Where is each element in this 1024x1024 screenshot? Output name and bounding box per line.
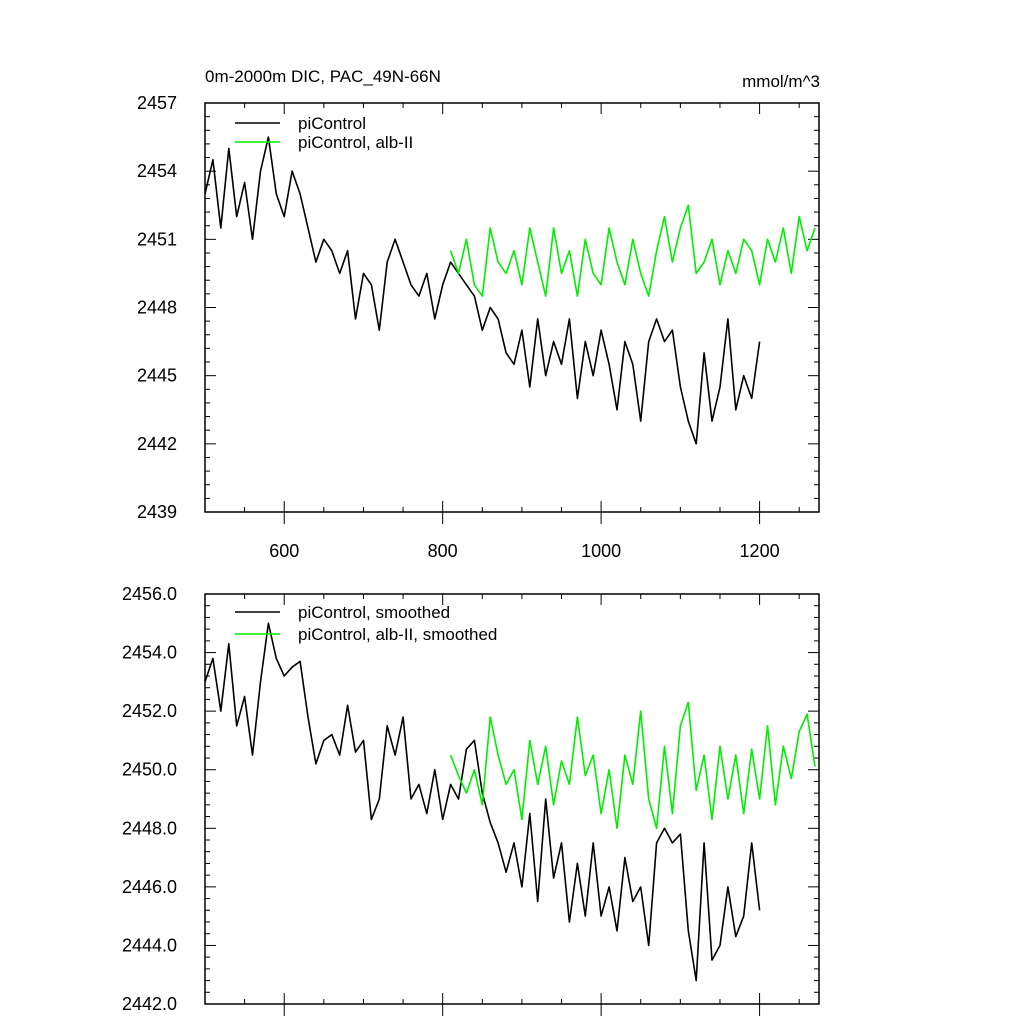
y-tick-label: 2445: [137, 366, 177, 386]
legend-label-picontrol-smoothed: piControl, smoothed: [298, 603, 450, 622]
y-tick-label: 2457: [137, 93, 177, 113]
y-tick-label: 2448: [137, 298, 177, 318]
series-line-alb-ii: [449, 204, 816, 297]
y-tick-label: 2444.0: [122, 935, 177, 955]
bottom-chart-panel: 2442.0 2444.0 2446.0 2448.0 2450.0 2452.0 2454…: [122, 584, 820, 1016]
y-tick-label: 2442.0: [122, 994, 177, 1014]
y-tick-label: 2454: [137, 161, 177, 181]
legend-label-alb-ii-smoothed: piControl, alb-II, smoothed: [298, 625, 497, 644]
bottom-axis-ticks: 2442.0 2444.0 2446.0 2448.0 2450.0 2452.0 2454…: [122, 584, 819, 1016]
y-tick-label: 2442: [137, 434, 177, 454]
bottom-series-group: [204, 622, 816, 982]
y-tick-label: 2454.0: [122, 643, 177, 663]
top-chart-units: mmol/m^3: [742, 72, 820, 91]
series-line-picontrol: [204, 622, 761, 982]
y-tick-label: 2450.0: [122, 760, 177, 780]
y-tick-label: 2439: [137, 502, 177, 522]
bottom-legend: piControl, smoothed piControl, alb-II, s…: [235, 603, 497, 644]
x-tick-label: 1000: [581, 541, 621, 561]
y-tick-label: 2448.0: [122, 818, 177, 838]
x-tick-label: 1200: [740, 541, 780, 561]
legend-label-picontrol: piControl: [298, 114, 366, 133]
top-chart-panel: 0m-2000m DIC, PAC_49N-66N mmol/m^3 24392…: [137, 67, 820, 561]
top-axis-ticks: 2439 2442 2445 2448 2451 2454 2457 600 800 1000 12…: [137, 93, 819, 561]
legend-label-alb-ii: piControl, alb-II: [298, 133, 413, 152]
x-tick-label: 600: [269, 541, 299, 561]
y-tick-label: 2456.0: [122, 584, 177, 604]
y-tick-label: 2452.0: [122, 701, 177, 721]
top-chart-title: 0m-2000m DIC, PAC_49N-66N: [205, 67, 441, 86]
y-tick-label: 2451: [137, 229, 177, 249]
top-series-group: [204, 136, 816, 445]
top-plot-frame: [204, 102, 820, 513]
series-line-alb-ii: [449, 701, 816, 830]
y-tick-label: 2446.0: [122, 877, 177, 897]
bottom-plot-frame: [204, 593, 820, 1005]
top-legend: piControl piControl, alb-II: [235, 114, 413, 152]
x-tick-label: 800: [428, 541, 458, 561]
series-line-picontrol: [204, 136, 761, 445]
